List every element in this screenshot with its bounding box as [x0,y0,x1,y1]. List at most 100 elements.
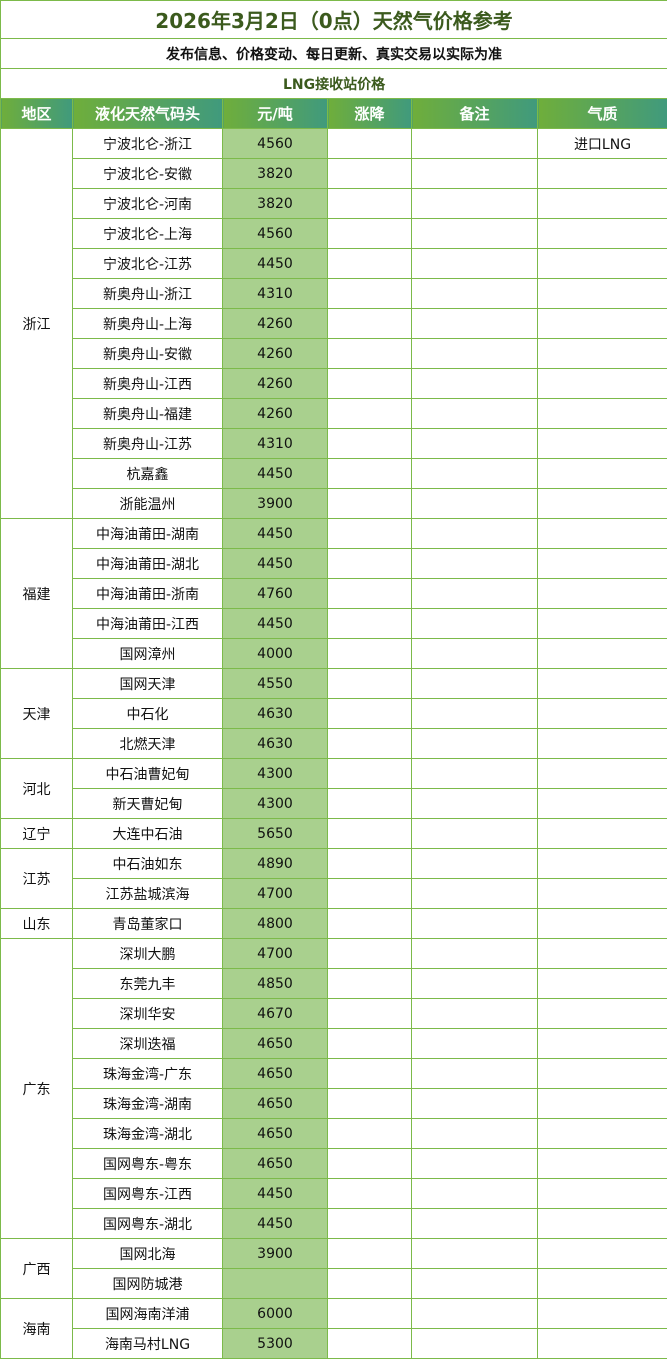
quality-cell [536,1208,667,1239]
quality-cell [536,1088,667,1119]
note-cell [411,1268,538,1299]
terminal-cell: 新奥舟山-安徽 [72,338,223,369]
price-cell: 4260 [222,338,328,369]
region-cell: 江苏 [0,848,73,909]
change-cell [327,458,412,489]
terminal-cell: 新奥舟山-浙江 [72,278,223,309]
terminal-cell: 国网防城港 [72,1268,223,1299]
quality-cell [536,1298,667,1329]
price-cell: 4630 [222,728,328,759]
price-cell: 4650 [222,1028,328,1059]
price-cell: 4650 [222,1118,328,1149]
price-cell: 4760 [222,578,328,609]
change-cell [327,158,412,189]
terminal-cell: 新奥舟山-福建 [72,398,223,429]
change-cell [327,698,412,729]
table-row: 深圳迭福 4650 [1,1028,667,1059]
change-cell [327,548,412,579]
change-cell [327,638,412,669]
note-cell [411,848,538,879]
price-cell: 4800 [222,908,328,939]
quality-cell [536,308,667,339]
change-cell [327,998,412,1029]
quality-cell [536,248,667,279]
terminal-cell: 新奥舟山-江苏 [72,428,223,459]
subtitle: 发布信息、价格变动、每日更新、真实交易以实际为准 [0,38,667,69]
col-header-region: 地区 [0,98,73,129]
note-cell [411,158,538,189]
terminal-cell: 青岛董家口 [72,908,223,939]
change-cell [327,788,412,819]
table-row: 国网防城港 [1,1268,667,1299]
change-cell [327,248,412,279]
price-cell: 4450 [222,608,328,639]
table-row: 新天曹妃甸 4300 [1,788,667,819]
terminal-cell: 海南马村LNG [72,1328,223,1359]
price-cell: 4700 [222,938,328,969]
note-cell [411,1058,538,1089]
change-cell [327,908,412,939]
note-cell [411,428,538,459]
table-row: 福建 中海油莆田-湖南 4450 [0,518,667,669]
terminal-cell: 中海油莆田-湖北 [72,548,223,579]
note-cell [411,908,538,939]
price-cell: 4560 [222,128,328,159]
price-cell: 3820 [222,188,328,219]
price-cell: 5650 [222,818,328,849]
quality-cell [536,698,667,729]
change-cell [327,308,412,339]
table-row: 中石化 4630 [1,698,667,729]
quality-cell [536,578,667,609]
table-row: 中海油莆田-湖北 4450 [1,548,667,579]
note-cell [411,878,538,909]
change-cell [327,578,412,609]
table-row: 浙能温州 3900 [1,488,667,519]
price-cell: 4310 [222,278,328,309]
table-row: 新奥舟山-上海 4260 [1,308,667,339]
change-cell [327,338,412,369]
price-cell: 4700 [222,878,328,909]
terminal-cell: 新天曹妃甸 [72,788,223,819]
price-cell: 4850 [222,968,328,999]
terminal-cell: 杭嘉鑫 [72,458,223,489]
table-row: 国网粤东-湖北 4450 [1,1208,667,1239]
change-cell [327,668,412,699]
table-row: 宁波北仑-上海 4560 [1,218,667,249]
note-cell [411,578,538,609]
terminal-cell: 珠海金湾-广东 [72,1058,223,1089]
terminal-cell: 宁波北仑-安徽 [72,158,223,189]
table-row: 海南 国网海南洋浦 6000 [0,1298,667,1359]
terminal-cell: 中海油莆田-江西 [72,608,223,639]
section-title: LNG接收站价格 [0,68,667,99]
change-cell [327,848,412,879]
price-cell: 4890 [222,848,328,879]
price-cell: 4650 [222,1088,328,1119]
table-row: 珠海金湾-湖南 4650 [1,1088,667,1119]
change-cell [327,278,412,309]
col-header-change: 涨降 [327,98,412,129]
region-cell: 天津 [0,668,73,759]
note-cell [411,938,538,969]
table-row: 宁波北仑-江苏 4450 [1,248,667,279]
price-cell: 6000 [222,1298,328,1329]
table-row: 辽宁 大连中石油 5650 [0,818,667,849]
quality-cell [536,968,667,999]
table-row: 海南马村LNG 5300 [1,1328,667,1359]
terminal-cell: 中石化 [72,698,223,729]
change-cell [327,188,412,219]
terminal-cell: 国网天津 [72,668,223,699]
note-cell [411,818,538,849]
table-row: 东莞九丰 4850 [1,968,667,999]
quality-cell [536,1178,667,1209]
table-row: 新奥舟山-江苏 4310 [1,428,667,459]
region-cell: 浙江 [0,128,73,519]
table-row: 新奥舟山-浙江 4310 [1,278,667,309]
note-cell [411,308,538,339]
change-cell [327,608,412,639]
region-cell: 河北 [0,758,73,819]
price-cell: 4450 [222,248,328,279]
change-cell [327,428,412,459]
col-header-price: 元/吨 [222,98,328,129]
region-cell: 广东 [0,938,73,1239]
price-cell: 4260 [222,398,328,429]
